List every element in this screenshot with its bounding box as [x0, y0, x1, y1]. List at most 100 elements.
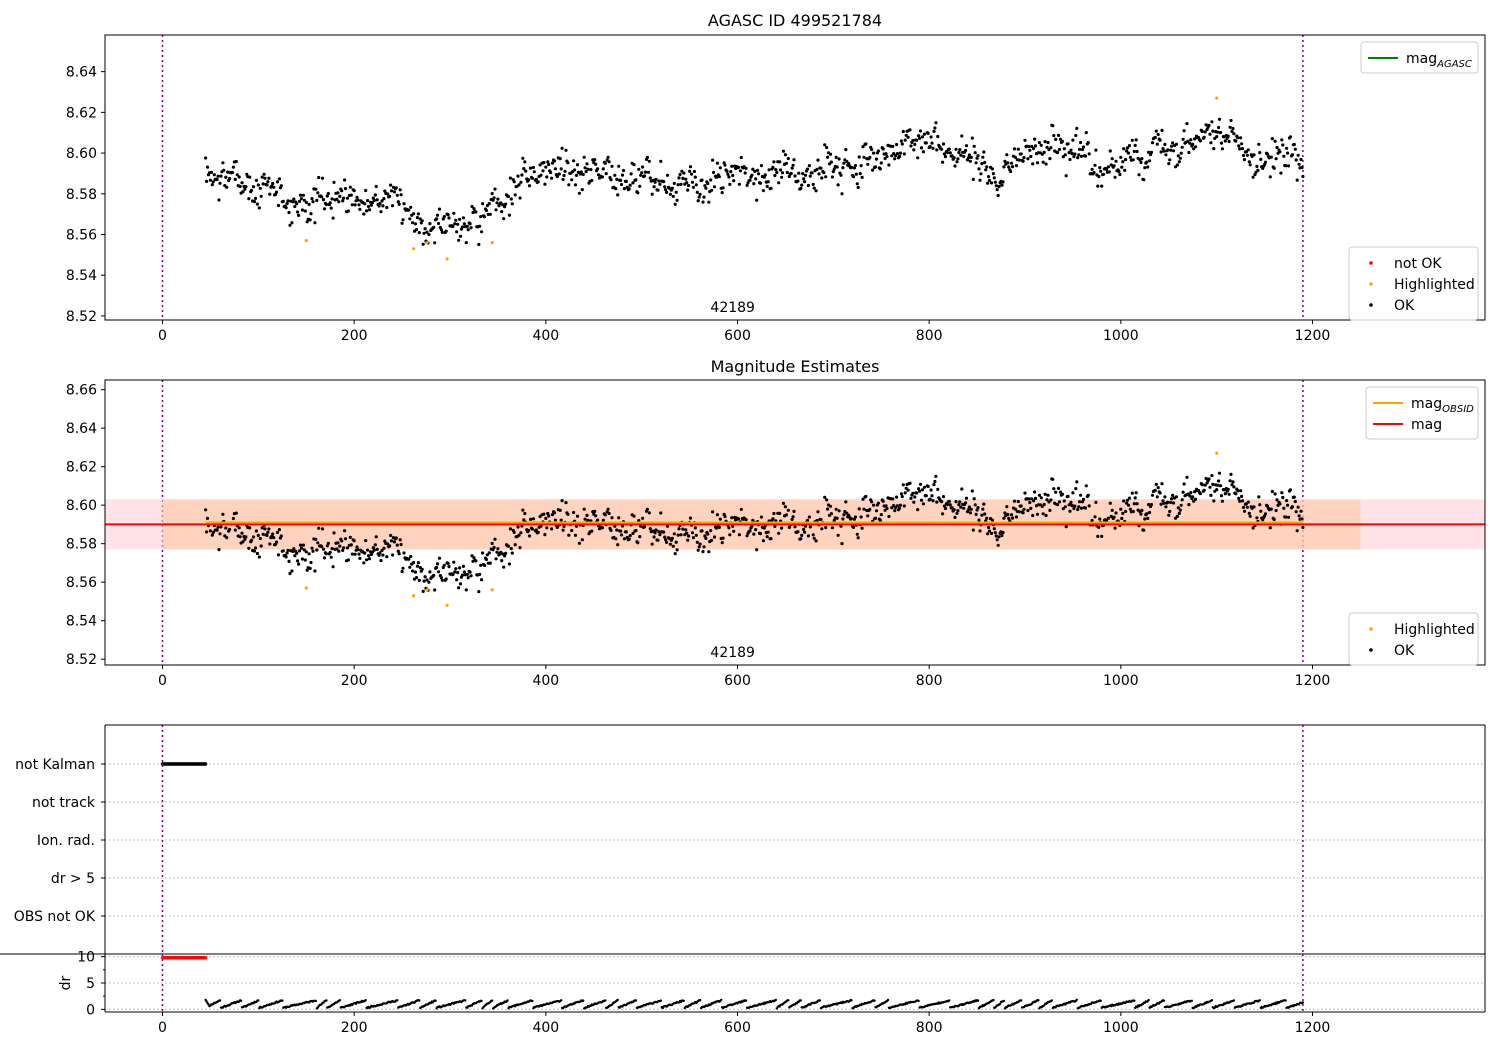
p1-ok-point: [624, 179, 628, 183]
p2-ok-point: [792, 509, 796, 513]
p2-ok-point: [481, 551, 485, 555]
p4-dr-point: [604, 999, 607, 1002]
p1-ok-point: [797, 171, 801, 175]
p1-ok-point: [822, 171, 826, 175]
p4-dr-point: [1099, 999, 1102, 1003]
p1-ok-point: [918, 129, 923, 133]
p2-ok-point: [365, 558, 369, 562]
p1-ok-point: [989, 181, 994, 185]
p1-ok-point: [392, 190, 396, 194]
p4-dr-point: [1020, 999, 1023, 1002]
p2-ok-point: [985, 516, 989, 520]
p2-ok-point: [1227, 492, 1231, 496]
p2-ok-point: [546, 511, 550, 516]
p2-ok-point: [970, 489, 974, 493]
p4-ytick-label: 10: [77, 950, 95, 966]
p2-ok-point: [1041, 512, 1045, 516]
p2-ok-point: [342, 546, 346, 550]
p4-dr-point: [338, 999, 341, 1002]
p1-ok-point: [322, 207, 327, 211]
p2-ok-point: [1070, 503, 1074, 508]
p2-ok-point: [550, 513, 555, 517]
p2-ok-point: [1139, 512, 1143, 516]
p1-xtick-label: 200: [341, 328, 368, 344]
p1-ok-point: [941, 160, 945, 164]
p2-ok-point: [1229, 472, 1233, 476]
p2-ok-point: [1131, 509, 1135, 514]
p2-ok-point: [266, 530, 270, 534]
p2-ok-point: [400, 570, 404, 574]
p1-ok-point: [676, 183, 680, 187]
p1-ok-point: [1052, 134, 1056, 138]
p2-ok-point: [594, 514, 598, 518]
p1-ok-point: [516, 174, 520, 178]
p1-ok-point: [1295, 178, 1299, 182]
p2-ok-point: [781, 501, 786, 505]
p2-ok-point: [793, 525, 797, 529]
p1-legend-swatch: [1369, 282, 1373, 286]
p2-ok-point: [987, 525, 991, 530]
p2-ok-point: [899, 492, 904, 496]
p2-ok-point: [281, 549, 285, 553]
p1-ok-point: [731, 173, 735, 178]
p1-ok-point: [928, 145, 932, 149]
p1-ok-point: [840, 192, 844, 196]
p2-ok-point: [401, 566, 405, 570]
p2-ytick-label: 8.66: [66, 383, 97, 399]
p1-ok-point: [336, 191, 340, 195]
p2-ok-point: [1168, 509, 1172, 514]
p2-ok-point: [634, 528, 638, 533]
p2-ok-point: [1113, 526, 1117, 530]
p2-ok-point: [374, 535, 378, 539]
p2-ok-point: [856, 536, 860, 540]
p4-dr-point: [1147, 998, 1150, 1002]
p2-ok-point: [302, 548, 306, 552]
p1-ok-point: [825, 145, 829, 150]
p1-ok-point: [854, 172, 858, 176]
p1-ok-point: [240, 181, 244, 185]
p2-ok-point: [390, 553, 395, 557]
p1-ok-point: [970, 136, 974, 140]
p2-ok-point: [958, 500, 962, 504]
p2-ok-point: [964, 496, 969, 500]
p2-ok-point: [1300, 517, 1304, 521]
p2-ok-point: [352, 539, 356, 543]
p2-ok-point: [324, 552, 328, 556]
p1-ok-point: [320, 195, 324, 199]
p2-ok-point: [1155, 495, 1159, 499]
p1-ok-point: [807, 164, 812, 168]
p1-ok-point: [730, 164, 734, 168]
p2-ok-point: [645, 507, 650, 511]
p1-ok-point: [544, 165, 548, 169]
p2-ytick-label: 8.64: [66, 421, 97, 437]
p2-ok-point: [766, 530, 770, 534]
p2-ok-point: [935, 500, 939, 504]
p2-ok-point: [504, 551, 508, 556]
p2-ok-point: [745, 534, 749, 538]
p2-ok-point: [709, 529, 713, 533]
p1-ok-point: [654, 177, 658, 181]
p1-ok-point: [919, 146, 924, 150]
p1-ok-point: [668, 192, 673, 196]
p2-xtick-label: 800: [916, 673, 943, 689]
p2-ok-point: [1063, 505, 1067, 509]
p1-ok-point: [899, 139, 904, 143]
p2-ok-point: [1174, 495, 1178, 499]
p1-ok-point: [437, 207, 442, 211]
p1-ok-point: [904, 133, 908, 137]
p2-ok-point: [693, 526, 697, 530]
p1-ok-point: [819, 166, 823, 170]
p2-xtick-label: 200: [341, 673, 368, 689]
p4-dr-point: [1075, 998, 1079, 1001]
p1-ok-point: [931, 146, 935, 150]
p1-ok-point: [523, 160, 527, 164]
p2-ok-point: [614, 537, 618, 541]
p2-ok-point: [258, 536, 262, 541]
p1-ok-point: [335, 197, 339, 201]
p2-ok-point: [394, 536, 398, 540]
p1-ok-point: [352, 189, 356, 193]
p4-xtick-label: 600: [724, 1020, 751, 1036]
p1-ok-point: [1133, 143, 1137, 147]
p1-ok-point: [720, 191, 724, 195]
p1-ok-point: [887, 163, 891, 167]
